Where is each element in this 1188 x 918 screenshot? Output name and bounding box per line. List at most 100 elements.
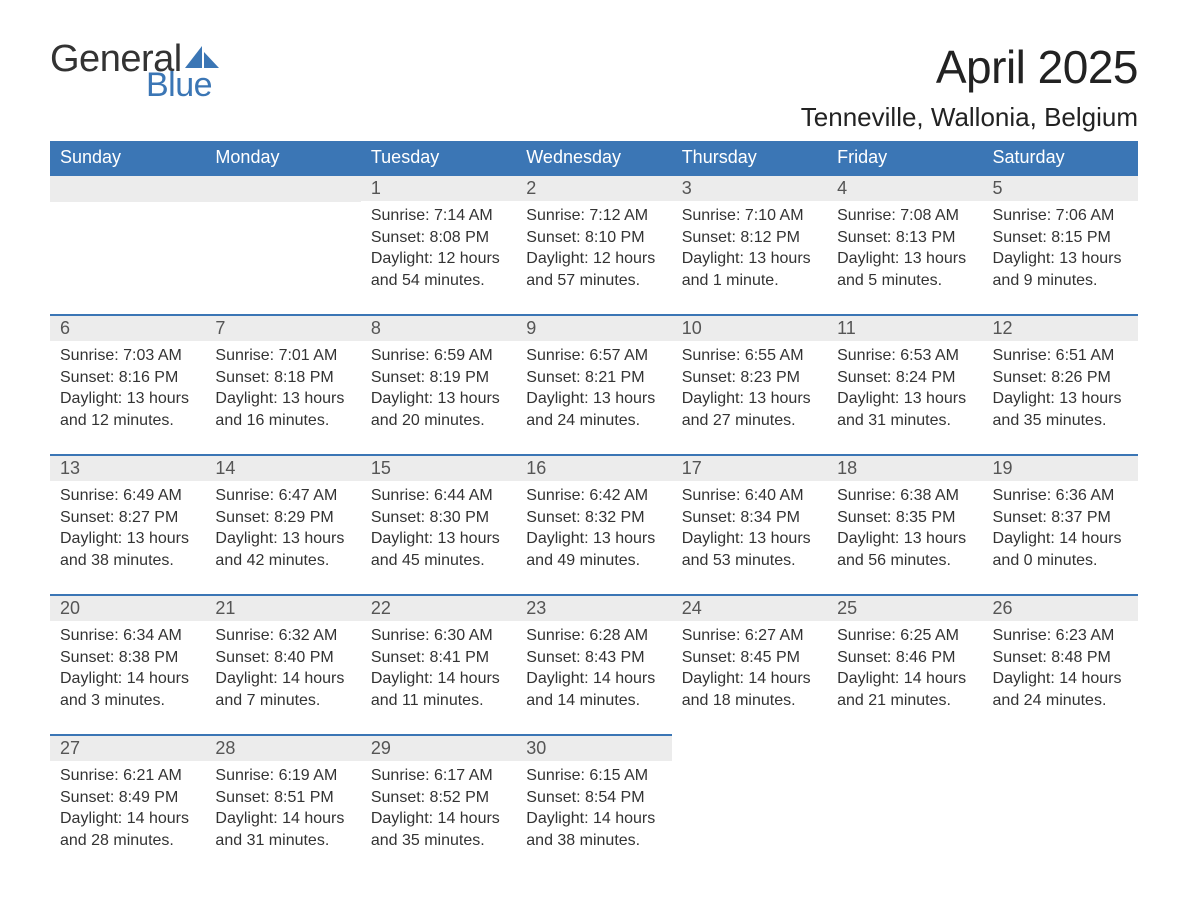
logo-text-blue: Blue	[146, 68, 212, 102]
sunrise-text: Sunrise: 6:42 AM	[526, 485, 661, 507]
day-details: Sunrise: 7:12 AMSunset: 8:10 PMDaylight:…	[516, 201, 671, 297]
daylight-line1: Daylight: 14 hours	[526, 808, 661, 830]
empty-day-bar	[50, 176, 205, 202]
daylight-line2: and 27 minutes.	[682, 410, 817, 432]
calendar-empty-cell	[672, 735, 827, 865]
sunset-text: Sunset: 8:15 PM	[993, 227, 1128, 249]
daylight-line2: and 24 minutes.	[993, 690, 1128, 712]
daylight-line2: and 11 minutes.	[371, 690, 506, 712]
day-number: 24	[672, 596, 827, 621]
daylight-line2: and 38 minutes.	[60, 550, 195, 572]
daylight-line2: and 16 minutes.	[215, 410, 350, 432]
day-details: Sunrise: 6:38 AMSunset: 8:35 PMDaylight:…	[827, 481, 982, 577]
daylight-line2: and 57 minutes.	[526, 270, 661, 292]
daylight-line1: Daylight: 13 hours	[682, 248, 817, 270]
calendar-day-cell: 3Sunrise: 7:10 AMSunset: 8:12 PMDaylight…	[672, 175, 827, 315]
calendar-empty-cell	[983, 735, 1138, 865]
sunset-text: Sunset: 8:49 PM	[60, 787, 195, 809]
daylight-line1: Daylight: 13 hours	[215, 528, 350, 550]
daylight-line1: Daylight: 13 hours	[371, 388, 506, 410]
sunrise-text: Sunrise: 6:30 AM	[371, 625, 506, 647]
calendar-day-cell: 19Sunrise: 6:36 AMSunset: 8:37 PMDayligh…	[983, 455, 1138, 595]
day-number: 21	[205, 596, 360, 621]
day-number: 10	[672, 316, 827, 341]
sunset-text: Sunset: 8:32 PM	[526, 507, 661, 529]
sunset-text: Sunset: 8:12 PM	[682, 227, 817, 249]
day-details: Sunrise: 7:03 AMSunset: 8:16 PMDaylight:…	[50, 341, 205, 437]
sunset-text: Sunset: 8:54 PM	[526, 787, 661, 809]
calendar-empty-cell	[50, 175, 205, 315]
calendar-day-cell: 29Sunrise: 6:17 AMSunset: 8:52 PMDayligh…	[361, 735, 516, 865]
daylight-line2: and 53 minutes.	[682, 550, 817, 572]
sunset-text: Sunset: 8:21 PM	[526, 367, 661, 389]
calendar-week-row: 1Sunrise: 7:14 AMSunset: 8:08 PMDaylight…	[50, 175, 1138, 315]
daylight-line1: Daylight: 13 hours	[526, 528, 661, 550]
calendar-day-cell: 15Sunrise: 6:44 AMSunset: 8:30 PMDayligh…	[361, 455, 516, 595]
sunrise-text: Sunrise: 6:27 AM	[682, 625, 817, 647]
sunrise-text: Sunrise: 7:01 AM	[215, 345, 350, 367]
day-details: Sunrise: 6:49 AMSunset: 8:27 PMDaylight:…	[50, 481, 205, 577]
sunrise-text: Sunrise: 7:08 AM	[837, 205, 972, 227]
daylight-line2: and 24 minutes.	[526, 410, 661, 432]
sunrise-text: Sunrise: 6:59 AM	[371, 345, 506, 367]
day-number: 7	[205, 316, 360, 341]
calendar-day-cell: 4Sunrise: 7:08 AMSunset: 8:13 PMDaylight…	[827, 175, 982, 315]
calendar-day-cell: 30Sunrise: 6:15 AMSunset: 8:54 PMDayligh…	[516, 735, 671, 865]
daylight-line2: and 0 minutes.	[993, 550, 1128, 572]
daylight-line2: and 18 minutes.	[682, 690, 817, 712]
sunrise-text: Sunrise: 7:10 AM	[682, 205, 817, 227]
calendar-day-cell: 23Sunrise: 6:28 AMSunset: 8:43 PMDayligh…	[516, 595, 671, 735]
daylight-line1: Daylight: 13 hours	[215, 388, 350, 410]
day-details: Sunrise: 7:14 AMSunset: 8:08 PMDaylight:…	[361, 201, 516, 297]
daylight-line2: and 42 minutes.	[215, 550, 350, 572]
sunset-text: Sunset: 8:19 PM	[371, 367, 506, 389]
day-number: 14	[205, 456, 360, 481]
day-number: 30	[516, 736, 671, 761]
sunrise-text: Sunrise: 6:25 AM	[837, 625, 972, 647]
sunset-text: Sunset: 8:27 PM	[60, 507, 195, 529]
calendar-day-cell: 17Sunrise: 6:40 AMSunset: 8:34 PMDayligh…	[672, 455, 827, 595]
sunrise-text: Sunrise: 6:49 AM	[60, 485, 195, 507]
day-number: 17	[672, 456, 827, 481]
daylight-line2: and 31 minutes.	[215, 830, 350, 852]
sunset-text: Sunset: 8:52 PM	[371, 787, 506, 809]
day-number: 15	[361, 456, 516, 481]
day-number: 11	[827, 316, 982, 341]
daylight-line2: and 54 minutes.	[371, 270, 506, 292]
day-details: Sunrise: 7:08 AMSunset: 8:13 PMDaylight:…	[827, 201, 982, 297]
sunset-text: Sunset: 8:41 PM	[371, 647, 506, 669]
daylight-line1: Daylight: 13 hours	[993, 388, 1128, 410]
daylight-line1: Daylight: 14 hours	[837, 668, 972, 690]
sunset-text: Sunset: 8:34 PM	[682, 507, 817, 529]
daylight-line2: and 35 minutes.	[371, 830, 506, 852]
sunset-text: Sunset: 8:29 PM	[215, 507, 350, 529]
weekday-header: Monday	[205, 141, 360, 175]
day-details: Sunrise: 6:42 AMSunset: 8:32 PMDaylight:…	[516, 481, 671, 577]
sunset-text: Sunset: 8:40 PM	[215, 647, 350, 669]
calendar-day-cell: 21Sunrise: 6:32 AMSunset: 8:40 PMDayligh…	[205, 595, 360, 735]
weekday-header: Wednesday	[516, 141, 671, 175]
sunset-text: Sunset: 8:23 PM	[682, 367, 817, 389]
sunrise-text: Sunrise: 6:51 AM	[993, 345, 1128, 367]
calendar-day-cell: 22Sunrise: 6:30 AMSunset: 8:41 PMDayligh…	[361, 595, 516, 735]
day-number: 6	[50, 316, 205, 341]
day-details: Sunrise: 6:59 AMSunset: 8:19 PMDaylight:…	[361, 341, 516, 437]
calendar-day-cell: 7Sunrise: 7:01 AMSunset: 8:18 PMDaylight…	[205, 315, 360, 455]
page-title: April 2025	[801, 40, 1138, 94]
sunset-text: Sunset: 8:46 PM	[837, 647, 972, 669]
calendar-empty-cell	[205, 175, 360, 315]
sunset-text: Sunset: 8:08 PM	[371, 227, 506, 249]
day-details: Sunrise: 6:47 AMSunset: 8:29 PMDaylight:…	[205, 481, 360, 577]
daylight-line1: Daylight: 14 hours	[682, 668, 817, 690]
sunrise-text: Sunrise: 6:55 AM	[682, 345, 817, 367]
daylight-line1: Daylight: 14 hours	[60, 808, 195, 830]
day-details: Sunrise: 6:36 AMSunset: 8:37 PMDaylight:…	[983, 481, 1138, 577]
sunrise-text: Sunrise: 6:34 AM	[60, 625, 195, 647]
day-details: Sunrise: 6:27 AMSunset: 8:45 PMDaylight:…	[672, 621, 827, 717]
day-details: Sunrise: 6:40 AMSunset: 8:34 PMDaylight:…	[672, 481, 827, 577]
weekday-header: Sunday	[50, 141, 205, 175]
weekday-header: Tuesday	[361, 141, 516, 175]
sunrise-text: Sunrise: 6:44 AM	[371, 485, 506, 507]
day-details: Sunrise: 6:57 AMSunset: 8:21 PMDaylight:…	[516, 341, 671, 437]
daylight-line1: Daylight: 14 hours	[215, 668, 350, 690]
